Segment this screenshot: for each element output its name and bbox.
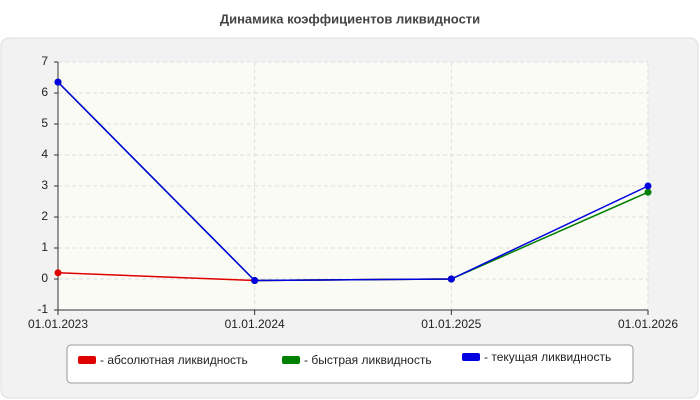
y-tick-label: 3 xyxy=(41,178,48,192)
legend-swatch xyxy=(282,356,300,364)
legend-swatch xyxy=(78,356,96,364)
legend-swatch xyxy=(462,353,480,361)
data-point xyxy=(251,277,259,285)
y-tick-label: -1 xyxy=(37,302,48,316)
data-point xyxy=(447,275,455,283)
y-tick-label: 1 xyxy=(41,240,48,254)
chart-title: Динамика коэффициентов ликвидности xyxy=(220,11,480,26)
x-tick-label: 01.01.2026 xyxy=(618,317,678,331)
y-tick-label: 0 xyxy=(41,271,48,285)
data-point xyxy=(54,78,62,86)
legend xyxy=(66,344,634,384)
legend-label: - текущая ликвидность xyxy=(484,350,611,364)
legend-label: - быстрая ликвидность xyxy=(304,353,432,367)
y-tick-label: 2 xyxy=(41,209,48,223)
x-tick-label: 01.01.2024 xyxy=(225,317,285,331)
legend-label: - абсолютная ликвидность xyxy=(100,353,248,367)
data-point xyxy=(644,188,652,196)
y-tick-label: 5 xyxy=(41,116,48,130)
data-point xyxy=(54,269,62,277)
data-point xyxy=(644,182,652,190)
y-tick-label: 4 xyxy=(41,147,48,161)
y-tick-label: 6 xyxy=(41,85,48,99)
series-line xyxy=(57,81,649,282)
x-tick-label: 01.01.2023 xyxy=(28,317,88,331)
y-tick-label: 7 xyxy=(41,54,48,68)
x-tick-label: 01.01.2025 xyxy=(421,317,481,331)
